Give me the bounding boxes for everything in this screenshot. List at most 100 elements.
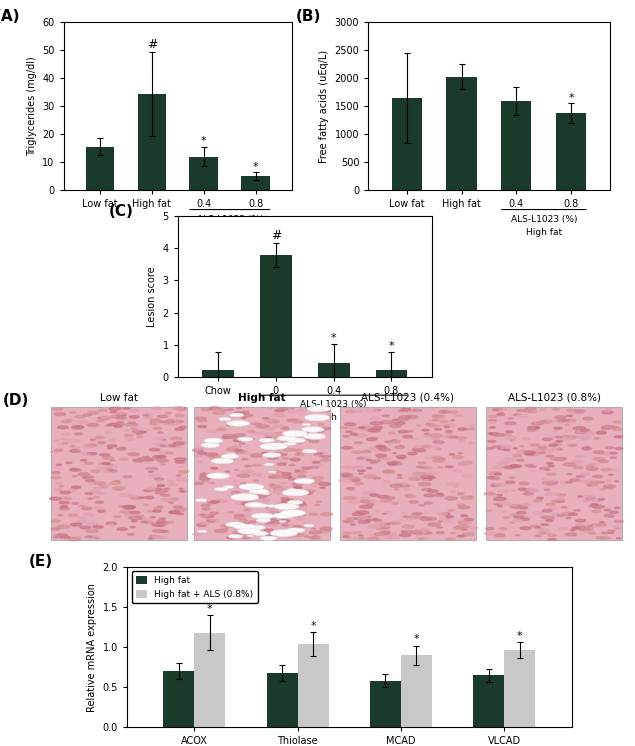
Circle shape: [150, 517, 156, 518]
Circle shape: [310, 466, 319, 468]
Circle shape: [279, 513, 286, 515]
Circle shape: [388, 534, 398, 536]
Circle shape: [521, 450, 526, 451]
Circle shape: [102, 416, 109, 418]
Circle shape: [525, 407, 536, 410]
Circle shape: [177, 421, 184, 422]
Circle shape: [307, 406, 331, 412]
Circle shape: [599, 452, 610, 455]
Circle shape: [351, 479, 360, 481]
Circle shape: [211, 467, 218, 469]
Circle shape: [170, 445, 180, 448]
Circle shape: [565, 424, 570, 425]
Circle shape: [281, 518, 288, 521]
Circle shape: [587, 483, 598, 486]
Circle shape: [241, 459, 248, 460]
Circle shape: [566, 415, 573, 416]
Circle shape: [468, 428, 475, 430]
Circle shape: [60, 497, 67, 498]
Circle shape: [602, 411, 606, 413]
Circle shape: [357, 457, 365, 460]
Text: (A): (A): [0, 9, 20, 24]
Circle shape: [389, 433, 395, 434]
Circle shape: [605, 447, 613, 448]
Circle shape: [125, 514, 134, 516]
Circle shape: [366, 438, 377, 441]
Circle shape: [216, 460, 227, 463]
Text: #: #: [147, 37, 157, 51]
Circle shape: [552, 513, 559, 515]
Bar: [401, 655, 432, 727]
Circle shape: [70, 412, 76, 413]
Circle shape: [247, 535, 253, 536]
Circle shape: [245, 530, 252, 531]
Circle shape: [596, 536, 606, 539]
Circle shape: [97, 467, 107, 470]
Circle shape: [152, 510, 161, 513]
Circle shape: [94, 530, 98, 531]
Circle shape: [358, 470, 365, 471]
Circle shape: [577, 430, 587, 433]
Circle shape: [279, 454, 287, 455]
Circle shape: [58, 533, 67, 536]
Circle shape: [434, 447, 439, 448]
Circle shape: [270, 485, 281, 488]
Circle shape: [446, 538, 455, 540]
Circle shape: [582, 439, 587, 440]
Circle shape: [234, 516, 246, 519]
Circle shape: [264, 463, 274, 466]
Circle shape: [528, 453, 540, 456]
Circle shape: [123, 476, 132, 478]
Circle shape: [413, 410, 422, 412]
Circle shape: [370, 421, 383, 424]
Circle shape: [527, 410, 537, 413]
Circle shape: [462, 533, 474, 536]
Circle shape: [488, 416, 497, 418]
Circle shape: [462, 527, 467, 528]
Circle shape: [548, 539, 556, 541]
Circle shape: [420, 537, 429, 539]
Circle shape: [321, 459, 331, 462]
Circle shape: [604, 515, 614, 517]
Circle shape: [241, 414, 252, 416]
Circle shape: [426, 517, 436, 520]
Circle shape: [401, 408, 411, 411]
Circle shape: [123, 506, 135, 509]
Circle shape: [484, 492, 495, 495]
Circle shape: [426, 424, 432, 425]
Circle shape: [395, 446, 404, 448]
Circle shape: [344, 521, 351, 522]
Circle shape: [256, 518, 271, 522]
Circle shape: [126, 508, 133, 510]
Circle shape: [382, 415, 390, 417]
Circle shape: [110, 460, 115, 461]
Circle shape: [550, 481, 558, 483]
Y-axis label: Free fatty acids (uEq/L): Free fatty acids (uEq/L): [319, 50, 329, 163]
Circle shape: [211, 458, 234, 464]
Circle shape: [516, 512, 526, 514]
Circle shape: [293, 501, 305, 504]
Circle shape: [594, 438, 600, 439]
Circle shape: [513, 414, 517, 416]
Circle shape: [51, 471, 60, 474]
Circle shape: [343, 436, 349, 437]
Circle shape: [269, 476, 275, 478]
Circle shape: [530, 444, 540, 446]
Circle shape: [432, 416, 438, 417]
Circle shape: [515, 413, 521, 415]
Circle shape: [368, 429, 380, 432]
Circle shape: [175, 407, 186, 410]
Circle shape: [255, 531, 265, 534]
Circle shape: [131, 498, 138, 499]
Circle shape: [97, 510, 107, 512]
Circle shape: [259, 439, 274, 442]
Circle shape: [88, 411, 99, 414]
Circle shape: [119, 494, 131, 497]
Circle shape: [535, 535, 540, 536]
Circle shape: [306, 436, 312, 437]
Circle shape: [364, 457, 370, 459]
Circle shape: [575, 526, 585, 528]
Circle shape: [458, 428, 467, 430]
Circle shape: [377, 528, 382, 530]
Circle shape: [89, 483, 97, 484]
